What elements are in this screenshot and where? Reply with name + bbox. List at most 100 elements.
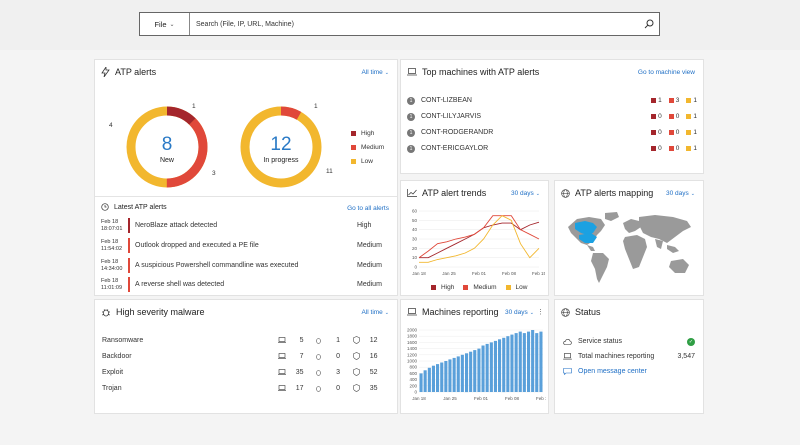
go-to-all-alerts-link[interactable]: Go to all alerts [347, 205, 389, 212]
atp-alerts-card: ATP alerts All time ⌄ 8 New 1 4 3 12 [95, 60, 397, 295]
go-to-machine-view-link[interactable]: Go to machine view [637, 69, 695, 76]
laptop-icon [563, 353, 572, 360]
search-input[interactable]: Search (File, IP, URL, Machine) [196, 20, 294, 28]
bug-icon [316, 353, 321, 360]
lightning-icon [101, 67, 110, 77]
cloud-icon [563, 338, 572, 345]
atp-alerts-title: ATP alerts [101, 67, 156, 77]
rank-badge: 1 [407, 128, 415, 137]
malware-name: Ransomware [102, 336, 144, 344]
severity-bar [128, 238, 130, 253]
trends-filter[interactable]: 30 days ⌄ [511, 190, 540, 197]
alert-date: Feb 18 11:54:02 [101, 238, 123, 252]
alert-trends-title: ATP alert trends [407, 188, 486, 198]
machine-name: CONT-LILYJARVIS [421, 113, 482, 120]
bar [460, 354, 464, 392]
alert-severity: Medium [357, 242, 382, 249]
search-icon[interactable] [639, 13, 659, 35]
bar [527, 331, 531, 392]
alert-date: Feb 18 11:01:09 [101, 277, 123, 291]
severity-bar [128, 218, 130, 233]
alert-severity: Medium [357, 281, 382, 288]
alert-row[interactable]: Feb 18 11:01:09 A reverse shell was detec… [101, 276, 391, 293]
machine-row[interactable]: 1 CONT-RODGERANDR 0 0 1 [407, 125, 697, 140]
y-tick-label: 600 [409, 371, 417, 376]
rank-badge: 1 [407, 96, 415, 105]
alert-title: NeroBlaze attack detected [135, 222, 218, 229]
world-map[interactable] [563, 209, 697, 287]
bar [444, 361, 448, 392]
shield-icon [352, 352, 360, 360]
x-tick-label: Feb 08 [502, 271, 517, 276]
y-tick-label: 30 [412, 237, 418, 242]
in-progress-low-callout: 11 [326, 168, 333, 175]
in-progress-count: 12 [270, 134, 292, 155]
laptop-icon [277, 369, 286, 375]
machine-row[interactable]: 1 CONT-LIZBEAN 1 3 1 [407, 93, 697, 108]
legend-medium: Medium [351, 144, 384, 151]
machine-alert-counts: 0 0 1 [651, 145, 697, 152]
malware-row[interactable]: Exploit 35 3 52 [102, 368, 378, 376]
malware-filter[interactable]: All time ⌄ [361, 309, 389, 316]
new-alerts-center: 8 New [137, 134, 197, 164]
search-scope-dropdown[interactable]: File ⌄ [140, 13, 190, 35]
in-progress-donut[interactable] [239, 105, 323, 189]
malware-row[interactable]: Ransomware 5 1 12 [102, 336, 378, 344]
malware-row[interactable]: Backdoor 7 0 16 [102, 352, 378, 360]
top-machines-card: Top machines with ATP alerts Go to machi… [401, 60, 703, 173]
alert-trends-chart[interactable]: 0 10 20 30 40 50 60 Jan 18 Jan 25 Feb 01 Feb 08 Feb… [405, 205, 545, 283]
malware-name: Trojan [102, 384, 122, 392]
trends-legend: High Medium Low [431, 284, 527, 291]
more-options-icon[interactable]: ⋮ [537, 309, 544, 316]
new-medium-callout: 3 [212, 170, 216, 177]
message-icon [563, 368, 572, 375]
service-status-row: Service status ✓ [563, 335, 695, 348]
y-tick-label: 1400 [407, 346, 418, 351]
bar [535, 333, 539, 392]
machine-row[interactable]: 1 CONT-ERICGAYLOR 0 0 1 [407, 141, 697, 156]
alert-row[interactable]: Feb 18 14:34:00 A suspicious Powershell c… [101, 257, 391, 274]
y-tick-label: 10 [412, 255, 418, 260]
reporting-filter[interactable]: 30 days ⌄ [505, 309, 534, 316]
bar [510, 334, 514, 392]
bug-icon [316, 385, 321, 392]
malware-row[interactable]: Trojan 17 0 35 [102, 384, 378, 392]
alerts-mapping-card: ATP alerts mapping 30 days ⌄ [555, 181, 703, 295]
dashboard: ATP alerts All time ⌄ 8 New 1 4 3 12 [0, 50, 800, 445]
x-tick-label: Jan 25 [443, 396, 457, 401]
laptop-icon [277, 385, 286, 391]
status-title: Status [561, 307, 601, 317]
bar [514, 333, 518, 392]
laptop-icon [277, 337, 286, 343]
message-center-row[interactable]: Open message center [563, 365, 695, 378]
alert-row[interactable]: Feb 18 11:54:02 Outlook dropped and execu… [101, 237, 391, 254]
new-alerts-donut[interactable] [125, 105, 209, 189]
malware-name: Backdoor [102, 352, 132, 360]
mapping-filter[interactable]: 30 days ⌄ [666, 190, 695, 197]
bar [506, 336, 510, 392]
atp-alerts-filter[interactable]: All time ⌄ [361, 69, 389, 76]
alert-trends-card: ATP alert trends 30 days ⌄ 0 10 20 30 40 50 60 J… [401, 181, 548, 295]
search-box: File ⌄ Search (File, IP, URL, Machine) [139, 12, 660, 36]
rank-badge: 1 [407, 144, 415, 153]
latest-alerts-title: Latest ATP alerts [101, 203, 167, 211]
x-tick-label: Jan 18 [412, 396, 426, 401]
bar [498, 339, 502, 392]
alert-row[interactable]: Feb 18 18:07:01 NeroBlaze attack detected… [101, 217, 391, 234]
y-tick-label: 2000 [407, 328, 418, 333]
x-tick-label: Feb 01 [472, 271, 487, 276]
bar [448, 359, 452, 392]
bar [481, 345, 485, 392]
y-tick-label: 60 [412, 209, 418, 214]
malware-title: High severity malware [101, 307, 205, 317]
machine-row[interactable]: 1 CONT-LILYJARVIS 0 0 1 [407, 109, 697, 124]
y-tick-label: 20 [412, 246, 418, 251]
bar [423, 370, 427, 392]
total-machines-value: 3,547 [677, 353, 695, 360]
bar [477, 348, 481, 392]
new-high-callout: 1 [192, 103, 196, 110]
machine-name: CONT-RODGERANDR [421, 129, 494, 136]
bar [427, 367, 431, 392]
bar [431, 365, 435, 392]
